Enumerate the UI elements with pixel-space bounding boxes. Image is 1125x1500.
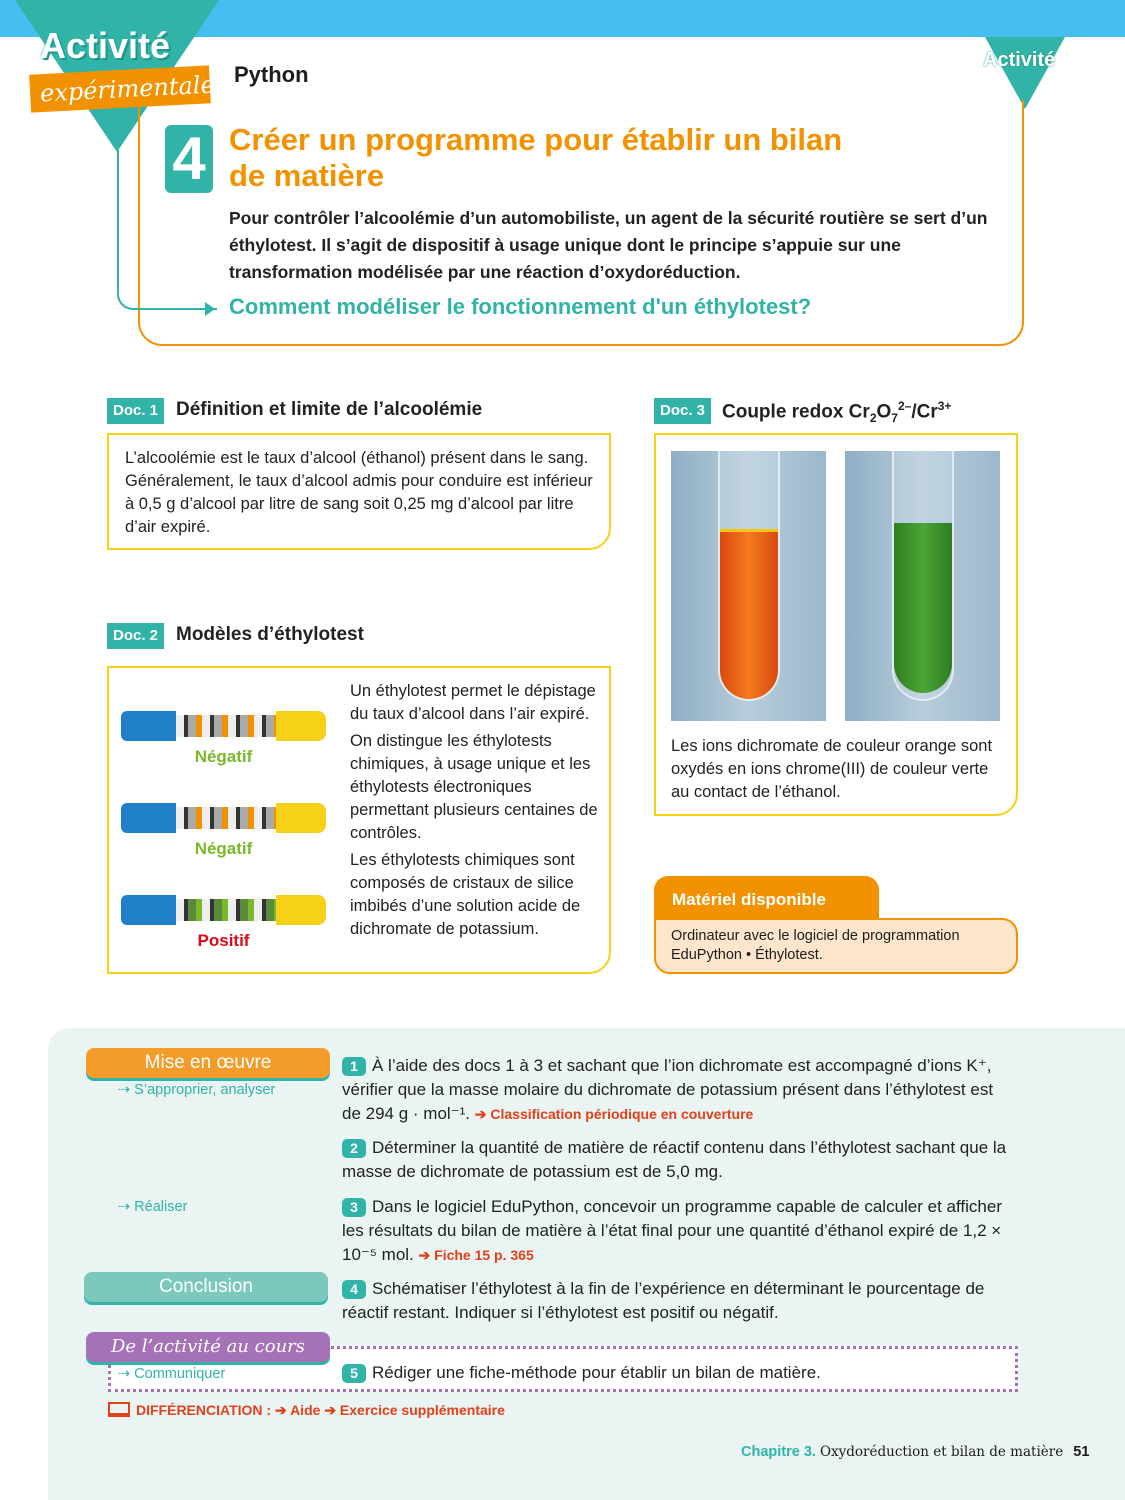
doc3-title-text: /Cr [911, 401, 938, 423]
differenciation-row: DIFFÉRENCIATION : ➔ Aide ➔ Exercice supp… [108, 1402, 505, 1419]
doc3-title: Couple redox Cr2O72–/Cr3+ [722, 399, 951, 425]
activity-tab: Activité [983, 49, 1056, 71]
materiel-text: Ordinateur avec le logiciel de programma… [654, 918, 1018, 974]
chapter-title: Oxydoréduction et bilan de matière [819, 1444, 1064, 1460]
intro-frame [138, 100, 1024, 346]
ethylotest-negatif-2: Négatif [121, 799, 326, 859]
activity-number: 4 [165, 125, 213, 193]
materiel-title: Matériel disponible [654, 876, 879, 920]
conclusion-label: Conclusion [84, 1272, 328, 1302]
doc2-box [107, 666, 611, 974]
result-label: Négatif [194, 747, 253, 766]
doc2-p1: Un éthylotest permet le dépistage du tau… [350, 682, 596, 723]
skill-realiser: ⇢ Réaliser [118, 1199, 188, 1215]
result-label: Positif [197, 931, 250, 950]
doc2-text: Un éthylotest permet le dépistage du tau… [350, 680, 602, 941]
sup: 3+ [937, 399, 952, 413]
q5-text: Rédiger une fiche-méthode pour établir u… [372, 1363, 821, 1382]
doc3-caption: Les ions dichromate de couleur orange so… [671, 737, 993, 801]
doc1-badge: Doc. 1 [107, 398, 165, 424]
q-number: 1 [342, 1057, 366, 1076]
doc3-title-text: O [876, 401, 892, 423]
doc3-box [654, 433, 1018, 816]
q4-text: Schématiser l’éthylotest à la fin de l’e… [342, 1279, 985, 1322]
footer: Chapitre 3. Oxydoréduction et bilan de m… [741, 1444, 1089, 1460]
connector-line [117, 150, 217, 310]
q3-link[interactable]: ➔ Fiche 15 p. 365 [418, 1247, 534, 1263]
page-title: Créer un programme pour établir un bilan… [229, 122, 843, 193]
question-3: 3 Dans le logiciel EduPython, concevoir u… [342, 1195, 1012, 1267]
question-4: 4 Schématiser l’éthylotest à la fin de l’… [342, 1277, 1012, 1325]
doc2-p3: Les éthylotests chimiques sont composés … [350, 851, 581, 938]
ethylotest-negatif-1: Négatif [121, 707, 326, 767]
green-tube-photo [845, 451, 1000, 721]
doc2-p2: On distingue les éthylotests chimiques, … [350, 732, 598, 842]
q3-text: Dans le logiciel EduPython, concevoir un… [342, 1197, 1002, 1264]
q2-text: Déterminer la quantité de matière de réa… [342, 1138, 1007, 1181]
sup: 2– [897, 399, 912, 413]
chapter-number: Chapitre 3. [741, 1444, 816, 1460]
doc2-title: Modèles d’éthylotest [176, 624, 364, 645]
q1-text: À l’aide des docs 1 à 3 et sachant que l… [342, 1056, 994, 1123]
mise-en-oeuvre-label: Mise en œuvre [86, 1048, 330, 1078]
ethylotest-positif: Positif [121, 891, 326, 951]
cours-label: De l’activité au cours [86, 1332, 330, 1362]
category-label: Python [234, 62, 309, 87]
orange-tube-photo [671, 451, 826, 721]
doc3-badge: Doc. 3 [654, 398, 712, 424]
question-2: 2 Déterminer la quantité de matière de ré… [342, 1136, 1012, 1184]
skill-communiquer: ⇢ Communiquer [118, 1366, 226, 1382]
doc1-title: Définition et limite de l’alcoolémie [176, 399, 483, 420]
doc1-box: L’alcoolémie est le taux d’alcool (éthan… [107, 433, 611, 550]
result-label: Négatif [194, 839, 253, 858]
q-number: 4 [342, 1280, 366, 1299]
key-question: Comment modéliser le fonctionnement d'un… [229, 294, 812, 319]
skill-analyser: ⇢ S’approprier, analyser [118, 1082, 276, 1098]
differenciation-label: DIFFÉRENCIATION : [136, 1402, 272, 1418]
doc3-title-text: Couple redox Cr [722, 401, 870, 423]
q1-link[interactable]: ➔ Classification périodique en couvertur… [474, 1106, 754, 1122]
q-number: 2 [342, 1139, 366, 1158]
activity-tab-triangle [985, 37, 1065, 109]
work-panel [48, 1028, 1125, 1500]
question-5: 5 Rédiger une fiche-méthode pour établir … [342, 1361, 1012, 1385]
computer-icon [108, 1402, 130, 1417]
aide-link[interactable]: ➔ Aide [274, 1402, 321, 1418]
doc2-badge: Doc. 2 [107, 623, 165, 649]
intro-text: Pour contrôler l’alcoolémie d’un automob… [229, 208, 988, 282]
q-number: 5 [342, 1364, 366, 1383]
activity-label: Activité [40, 25, 171, 66]
sub: 2 [869, 411, 877, 426]
doc1-text: L’alcoolémie est le taux d’alcool (éthan… [125, 449, 593, 536]
q-number: 3 [342, 1198, 366, 1217]
arrow-icon [205, 302, 215, 316]
exercice-link[interactable]: ➔ Exercice supplémentaire [324, 1402, 505, 1418]
sub: 7 [891, 411, 898, 426]
page-number: 51 [1073, 1444, 1090, 1460]
